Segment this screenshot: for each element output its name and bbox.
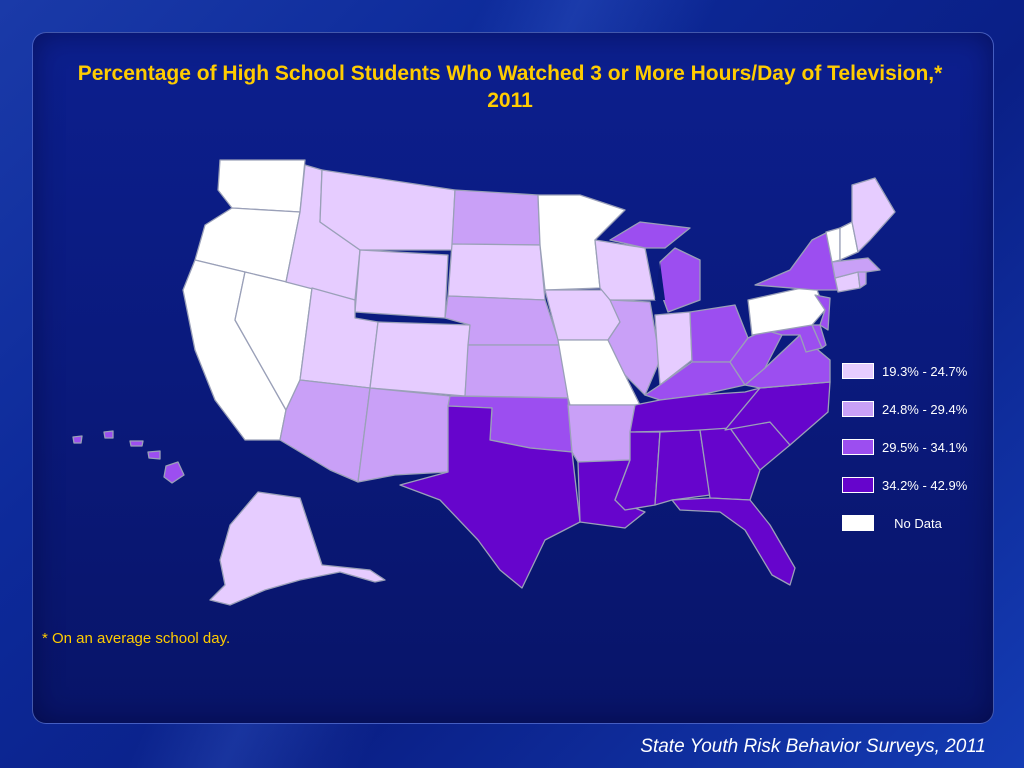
state-AL bbox=[654, 429, 711, 506]
legend-swatch-2 bbox=[842, 401, 874, 417]
legend-swatch-5 bbox=[842, 515, 874, 531]
state-NJ bbox=[814, 294, 831, 331]
legend-label-2: 24.8% - 29.4% bbox=[882, 402, 968, 417]
state-MT bbox=[319, 169, 456, 251]
legend-swatch-4 bbox=[842, 477, 874, 493]
legend-label-3: 29.5% - 34.1% bbox=[882, 440, 968, 455]
state-IL bbox=[607, 299, 661, 396]
map-title: Percentage of High School Students Who W… bbox=[77, 62, 943, 112]
lake-michigan bbox=[655, 262, 665, 300]
legend-item-4: 34.2% - 42.9% bbox=[842, 476, 992, 494]
state-IN bbox=[654, 311, 693, 386]
state-AK bbox=[209, 491, 386, 606]
state-NM bbox=[357, 387, 451, 483]
state-TX bbox=[399, 405, 581, 589]
footnote: * On an average school day. bbox=[42, 630, 231, 647]
state-RI bbox=[857, 269, 867, 289]
source-citation: State Youth Risk Behavior Surveys, 2011 bbox=[640, 736, 986, 757]
state-MI bbox=[659, 247, 701, 313]
legend-swatch-1 bbox=[842, 363, 874, 379]
legend-item-1: 19.3% - 24.7% bbox=[842, 362, 992, 380]
state-HI-oahu bbox=[103, 430, 114, 439]
legend-label-4: 34.2% - 42.9% bbox=[882, 478, 968, 493]
state-WI bbox=[594, 239, 656, 301]
state-HI-molokai bbox=[129, 440, 144, 447]
state-AR bbox=[567, 404, 636, 463]
state-DE bbox=[811, 324, 827, 349]
state-AZ bbox=[279, 379, 371, 483]
legend-label-1: 19.3% - 24.7% bbox=[882, 364, 968, 379]
state-KS bbox=[464, 344, 569, 399]
legend-item-3: 29.5% - 34.1% bbox=[842, 438, 992, 456]
state-WA bbox=[217, 159, 306, 213]
legend-swatch-3 bbox=[842, 439, 874, 455]
state-MI-UP bbox=[609, 221, 691, 249]
state-MA bbox=[831, 257, 881, 279]
state-ND bbox=[451, 189, 541, 246]
state-CO bbox=[369, 321, 471, 397]
state-SD bbox=[447, 243, 546, 301]
legend-item-2: 24.8% - 29.4% bbox=[842, 400, 992, 418]
state-FL bbox=[671, 497, 796, 586]
state-ME bbox=[851, 177, 896, 253]
state-HI-big bbox=[163, 461, 185, 484]
state-GA bbox=[699, 427, 761, 501]
state-WY bbox=[354, 249, 449, 319]
legend-label-5: No Data bbox=[894, 516, 942, 531]
state-HI-kauai bbox=[72, 435, 83, 444]
legend-item-5: No Data bbox=[842, 514, 992, 532]
state-NY bbox=[754, 231, 839, 291]
state-HI-maui bbox=[147, 450, 161, 460]
